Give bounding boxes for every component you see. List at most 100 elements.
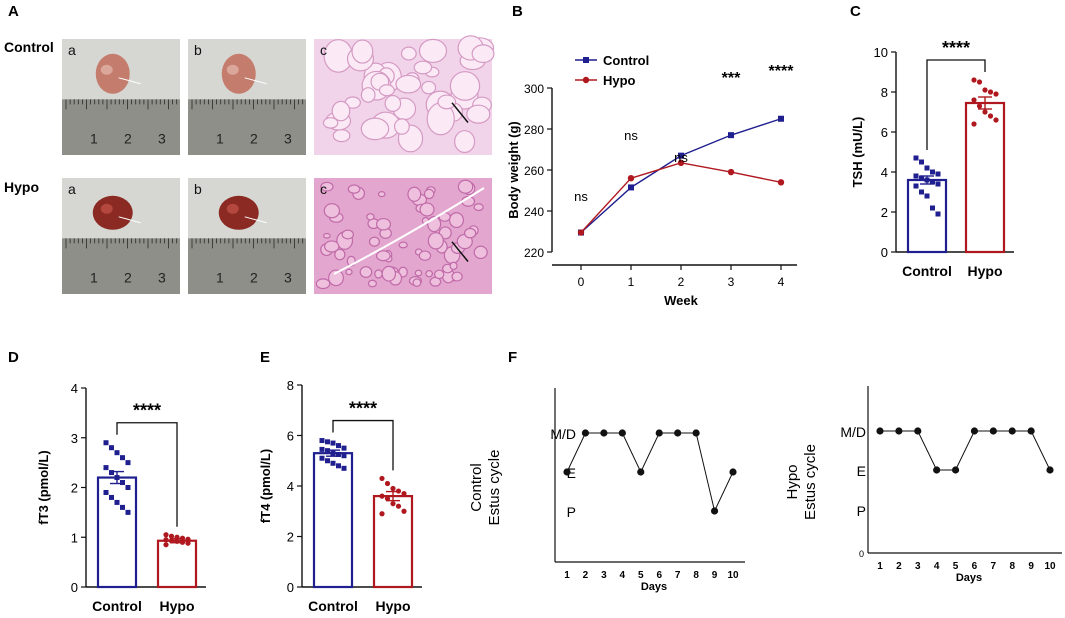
follicle: [315, 278, 331, 290]
data-point-control: [125, 485, 131, 490]
y-axis-label: Control: [468, 463, 485, 511]
data-point-control: [336, 443, 341, 449]
follicle: [449, 261, 458, 271]
y-state-label: P: [857, 503, 866, 519]
ruler-number: 2: [250, 130, 258, 146]
data-point-control: [120, 455, 125, 461]
y-axis-label: Hypo: [784, 464, 801, 499]
data-point-control: [319, 455, 325, 461]
data-point-control: [114, 475, 120, 481]
pointer-arrow: [451, 102, 469, 123]
data-point: [600, 429, 608, 437]
y-axis-label: fT4 (pmol/L): [258, 449, 273, 523]
y-state-label: E: [857, 463, 866, 479]
follicle: [376, 217, 392, 231]
bar-hypo: [156, 539, 198, 589]
follicle: [457, 179, 474, 194]
data-point-control: [125, 509, 131, 515]
data-point-control: [319, 438, 325, 444]
data-point-control: [913, 173, 919, 179]
data-point-hypo: [379, 493, 385, 499]
significance-label: ****: [349, 399, 377, 419]
follicle: [345, 268, 353, 276]
panel-f-control-chart: P E M/D 1 2 3 4 5 6 7 8 9 10 Days Control Estus cycle: [468, 388, 745, 593]
data-point-hypo: [185, 536, 191, 542]
panel-letter-b: B: [512, 3, 523, 20]
follicle: [448, 212, 465, 229]
follicle: [407, 186, 422, 202]
data-point-hypo: [982, 87, 988, 93]
follicle: [328, 269, 344, 287]
data-point: [895, 427, 903, 435]
data-point-hypo: [384, 496, 391, 502]
data-point-control: [341, 445, 347, 451]
data-point-control: [103, 489, 109, 495]
row-label-control: Control: [4, 39, 54, 55]
data-point: [989, 427, 997, 435]
x-tick-label: 7: [991, 561, 997, 572]
follicle: [427, 232, 444, 250]
x-tick-label: 8: [693, 570, 699, 581]
ruler-number: 3: [158, 130, 166, 146]
photo-sublabel: a: [68, 42, 76, 58]
significance-bracket: [332, 419, 394, 471]
follicle: [323, 240, 340, 253]
follicle: [449, 71, 481, 101]
follicle: [471, 44, 495, 64]
data-point-control: [930, 169, 935, 175]
panel-letter-a: A: [8, 3, 19, 20]
follicle: [375, 250, 391, 262]
y-axis-label: fT3 (pmol/L): [36, 450, 51, 524]
x-category-label: Control: [902, 263, 952, 279]
ruler-number: 1: [90, 130, 98, 146]
follicle: [341, 229, 355, 240]
data-point-hypo: [395, 488, 402, 494]
y-tick-label: 2: [881, 205, 888, 220]
panel-a: Control Hypo 1 2 3 a 1 2 3 b c 1 2 3 a 1 2 3 b c: [4, 35, 495, 294]
photo-sublabel: a: [68, 181, 76, 197]
x-tick-label: 2: [678, 275, 685, 289]
data-point: [618, 429, 626, 437]
x-category-label: Hypo: [376, 598, 411, 614]
data-point-hypo: [163, 542, 169, 548]
data-point-hypo: [987, 113, 994, 119]
photo-control-b: 1 2 3 b: [188, 39, 306, 155]
thyroid-tissue: [92, 195, 133, 230]
x-tick-label: 3: [601, 570, 607, 581]
data-point-control: [728, 132, 734, 139]
x-tick-label: 8: [1009, 561, 1015, 572]
follicle: [419, 202, 435, 217]
data-point: [637, 468, 645, 476]
data-point: [729, 468, 737, 476]
data-point-control: [628, 184, 634, 191]
ruler-number: 3: [284, 130, 292, 146]
data-point-control: [930, 205, 935, 211]
photo-control-c: c: [314, 35, 495, 155]
data-point-hypo: [976, 79, 983, 85]
ruler-number: 3: [284, 269, 292, 285]
data-point-hypo: [179, 539, 186, 545]
x-tick-label: 10: [1044, 561, 1056, 572]
x-axis-label: Days: [956, 572, 982, 584]
data-point-hypo: [401, 508, 407, 514]
data-point-control: [341, 453, 347, 459]
x-category-label: Hypo: [968, 263, 1003, 279]
y-zero-label: 0: [859, 549, 864, 559]
follicle: [381, 265, 397, 282]
ruler-number: 3: [158, 269, 166, 285]
data-point-control: [678, 152, 684, 159]
data-point-control: [924, 177, 930, 183]
data-point-hypo: [982, 109, 988, 115]
follicle: [398, 241, 408, 249]
panel-e-chart: 0 2 4 6 8 fT4 (pmol/L) Control Hypo ****: [258, 378, 422, 614]
data-point-control: [330, 460, 336, 466]
data-point-hypo: [627, 175, 635, 182]
photo-hypo-c: c: [314, 178, 492, 294]
x-tick-label: 2: [583, 570, 589, 581]
ruler-number: 2: [124, 269, 132, 285]
x-category-label: Control: [92, 598, 142, 614]
pointer-arrow: [451, 241, 469, 262]
data-point-hypo: [168, 533, 175, 539]
tissue-highlight: [226, 203, 239, 214]
follicle: [334, 248, 346, 261]
